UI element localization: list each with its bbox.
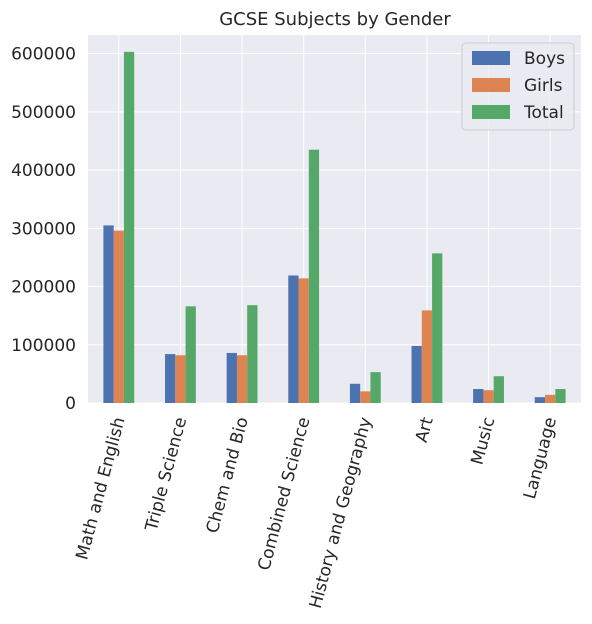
bar-boys <box>534 397 546 403</box>
legend-swatch-total <box>472 105 510 119</box>
bar-boys <box>349 383 361 403</box>
y-tick-label: 200000 <box>11 278 76 298</box>
bar-boys <box>473 389 484 403</box>
bar-boys <box>103 225 114 403</box>
x-tick-label: Chem and Bio <box>203 415 253 535</box>
chart-title: GCSE Subjects by Gender <box>219 9 451 30</box>
bar-total <box>123 51 135 403</box>
bar-boys <box>288 275 299 403</box>
legend-label-total: Total <box>523 103 564 123</box>
bar-total <box>555 389 566 403</box>
bar-total <box>370 372 381 403</box>
bar-girls <box>298 278 309 403</box>
x-tick-label: History and Geography <box>306 415 376 611</box>
bar-boys <box>165 354 176 403</box>
bar-boys <box>411 345 422 403</box>
x-tick-label: Art <box>412 415 438 445</box>
bar-total <box>185 306 196 403</box>
bar-girls <box>421 310 433 403</box>
y-tick-label: 400000 <box>11 161 76 181</box>
y-tick-label: 100000 <box>11 336 76 356</box>
x-tick-label: Music <box>468 415 500 467</box>
bar-total <box>432 253 443 403</box>
bar-boys <box>226 352 237 403</box>
legend-swatch-boys <box>472 51 510 65</box>
x-tick-label: Combined Science <box>254 415 314 572</box>
x-tick-label: Language <box>520 415 561 501</box>
y-tick-label: 0 <box>65 394 76 414</box>
bar-total <box>308 149 320 403</box>
legend-label-boys: Boys <box>524 49 565 69</box>
y-tick-label: 600000 <box>11 45 76 65</box>
bar-girls <box>545 394 556 403</box>
x-tick-label: Math and English <box>72 415 129 562</box>
legend-swatch-girls <box>472 78 510 92</box>
legend: Boys Girls Total <box>461 42 575 131</box>
y-tick-label: 500000 <box>11 103 76 123</box>
bar-girls <box>175 355 186 403</box>
y-tick-label: 300000 <box>11 219 76 239</box>
bar-girls <box>483 390 494 403</box>
bar-girls <box>236 355 248 403</box>
legend-label-girls: Girls <box>524 76 563 96</box>
bar-total <box>493 376 504 403</box>
bar-girls <box>360 391 371 403</box>
bar-total <box>247 305 258 403</box>
bar-girls <box>113 230 124 403</box>
x-tick-label: Triple Science <box>141 415 191 534</box>
